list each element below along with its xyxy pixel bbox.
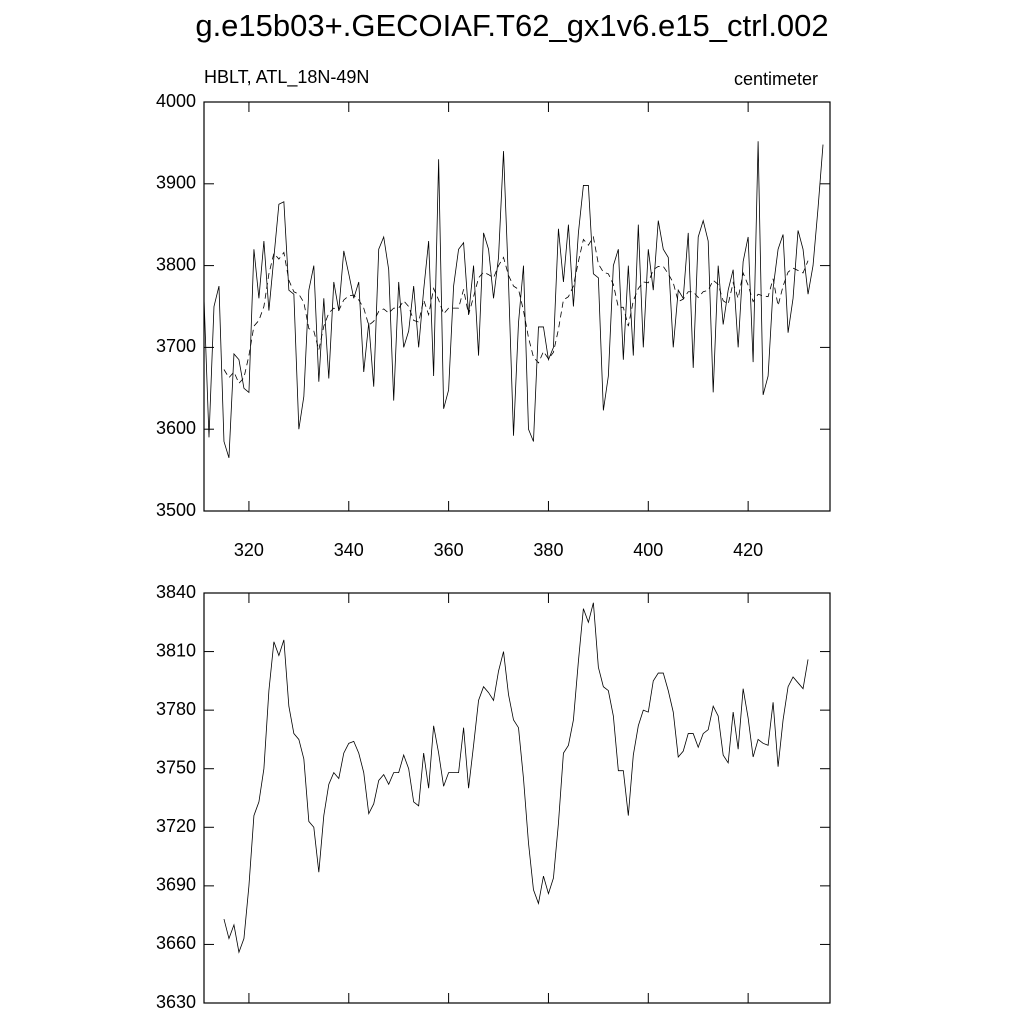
x-tick-label: 360 (434, 540, 464, 560)
data-line (223, 235, 809, 385)
x-tick-label: 320 (234, 540, 264, 560)
plot-frame (203, 592, 831, 1004)
data-line (223, 602, 809, 954)
x-tick-label: 420 (733, 540, 763, 560)
y-tick-label: 3810 (156, 640, 196, 660)
panel-right-string: centimeter (734, 69, 818, 89)
y-tick-label: 4000 (156, 91, 196, 111)
y-tick-label: 3500 (156, 500, 196, 520)
y-tick-label: 3750 (156, 757, 196, 777)
chart-title: g.e15b03+.GECOIAF.T62_gx1v6.e15_ctrl.002 (195, 8, 828, 43)
x-tick-label: 380 (533, 540, 563, 560)
x-tick-label: 400 (633, 540, 663, 560)
y-tick-label: 3800 (156, 254, 196, 274)
plot-frame (203, 101, 831, 512)
y-tick-label: 3700 (156, 336, 196, 356)
y-tick-label: 3660 (156, 933, 196, 953)
y-tick-label: 3690 (156, 875, 196, 895)
y-tick-label: 3780 (156, 699, 196, 719)
y-tick-label: 3630 (156, 992, 196, 1012)
data-line (203, 141, 824, 458)
y-tick-label: 3900 (156, 173, 196, 193)
x-tick-label: 340 (334, 540, 364, 560)
y-tick-label: 3840 (156, 582, 196, 602)
y-tick-label: 3720 (156, 816, 196, 836)
y-tick-label: 3600 (156, 418, 196, 438)
panel-left-string: HBLT, ATL_18N-49N (204, 67, 369, 88)
